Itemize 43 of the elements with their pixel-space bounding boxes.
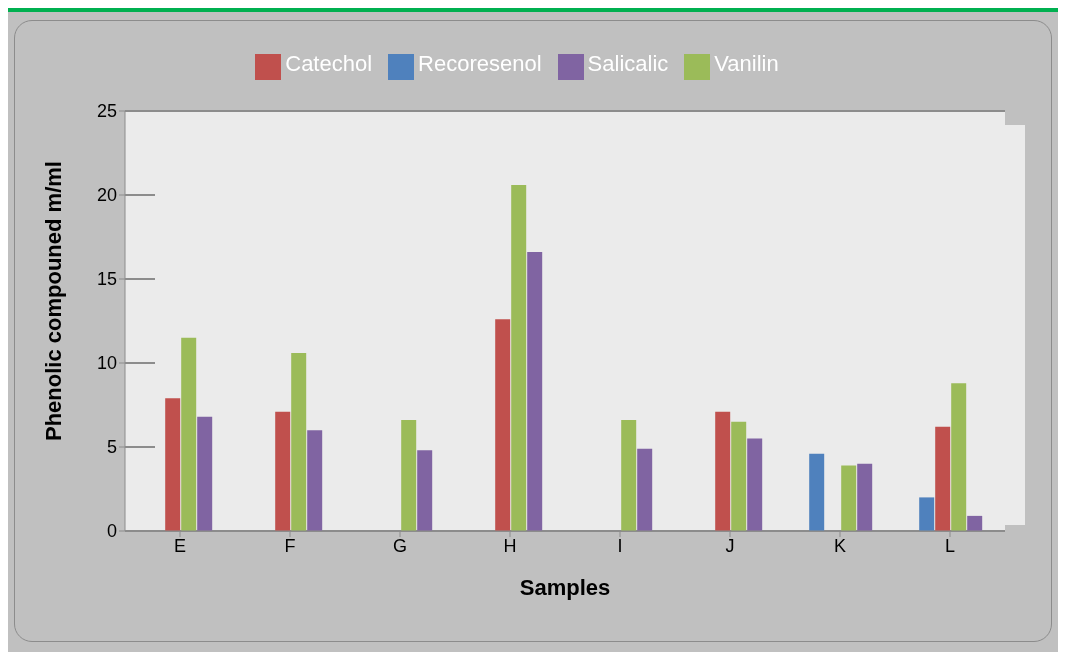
bar bbox=[621, 420, 637, 531]
bar bbox=[181, 337, 197, 531]
x-tick-label: K bbox=[833, 535, 847, 556]
x-tick-label: E bbox=[173, 535, 187, 556]
bar bbox=[511, 184, 527, 531]
y-tick-label: 15 bbox=[96, 269, 117, 290]
bar bbox=[715, 411, 731, 531]
bar bbox=[637, 448, 653, 531]
legend-label: Recoresenol bbox=[418, 51, 542, 76]
x-axis-title: Samples bbox=[519, 575, 611, 600]
bar bbox=[951, 383, 967, 531]
bar bbox=[197, 416, 213, 531]
bar bbox=[841, 465, 857, 531]
bar bbox=[417, 450, 433, 531]
y-tick-label: 20 bbox=[96, 185, 117, 206]
x-tick-label: J bbox=[725, 535, 735, 556]
bar bbox=[809, 453, 825, 531]
bar bbox=[275, 411, 291, 531]
bar bbox=[527, 252, 543, 531]
bar bbox=[747, 438, 763, 531]
bar bbox=[731, 421, 747, 531]
bar bbox=[935, 426, 951, 531]
bar bbox=[401, 420, 417, 531]
y-tick-label: 25 bbox=[96, 101, 117, 122]
x-tick-label: G bbox=[392, 535, 408, 556]
y-tick-label: 0 bbox=[106, 521, 117, 542]
x-tick-label: F bbox=[284, 535, 296, 556]
bar bbox=[495, 319, 511, 531]
x-tick-label: L bbox=[944, 535, 956, 556]
y-tick-label: 10 bbox=[96, 353, 117, 374]
bar bbox=[857, 463, 873, 531]
bar bbox=[165, 398, 181, 531]
legend-label: Vanilin bbox=[714, 51, 779, 76]
x-tick-label: H bbox=[503, 535, 517, 556]
bar bbox=[307, 430, 323, 531]
x-tick-label: I bbox=[617, 535, 623, 556]
bar bbox=[919, 497, 935, 531]
legend-label: Salicalic bbox=[587, 51, 669, 76]
bar bbox=[291, 352, 307, 531]
y-tick-label: 5 bbox=[106, 437, 117, 458]
legend-label: Catechol bbox=[285, 51, 373, 76]
y-axis-title: Phenolic compouned m/ml bbox=[40, 161, 66, 441]
bar bbox=[967, 515, 983, 531]
